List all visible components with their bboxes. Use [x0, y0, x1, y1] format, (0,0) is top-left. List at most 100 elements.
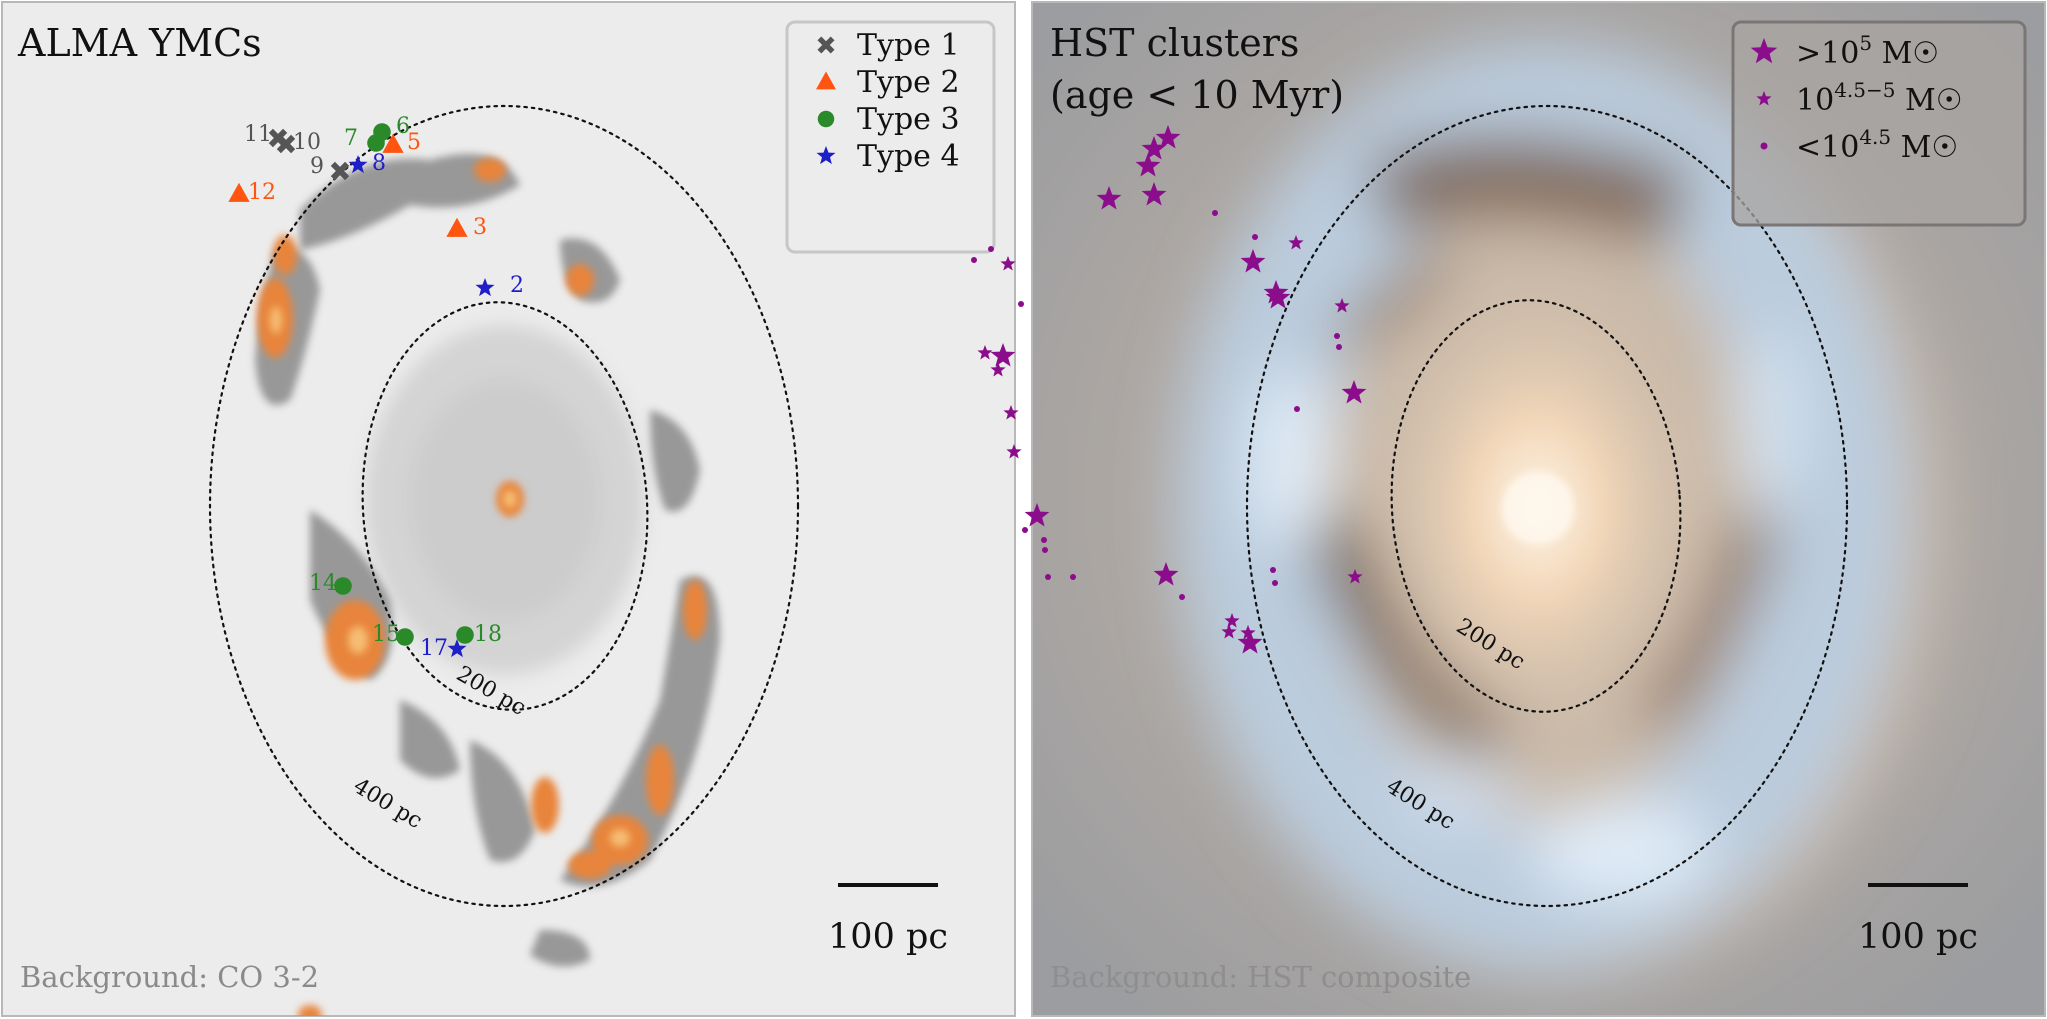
- alma-legend-label-4: Type 4: [857, 139, 960, 174]
- hst-cluster-medium-2: [1000, 256, 1016, 271]
- hst-cluster-small-13: [1179, 594, 1185, 600]
- alma-cluster-10-label: 10: [293, 130, 321, 155]
- alma-legend-marker-2: [816, 71, 836, 90]
- hst-cluster-medium-7: [1006, 444, 1022, 459]
- hst-legend-marker-3: [1760, 142, 1768, 150]
- hst-cluster-medium-11: [1240, 625, 1256, 640]
- hst-legend-box: [1731, 20, 2027, 227]
- alma-cluster-11-marker: [268, 128, 288, 148]
- alma-cluster-12-label: 12: [248, 180, 276, 205]
- hst-cluster-small-5: [1018, 301, 1024, 307]
- hst-cluster-large-3: [1135, 153, 1161, 177]
- hst-cluster-large-13: [1237, 630, 1263, 654]
- hst-legend-label-1: >105 M☉: [1796, 31, 1939, 71]
- hst-cluster-large-10: [1341, 380, 1367, 404]
- alma-cluster-5-label: 5: [407, 130, 421, 155]
- alma-cluster-9-marker: [330, 161, 350, 181]
- alma-cluster-3-marker: [446, 217, 468, 237]
- hst-legend-label-3: <104.5 M☉: [1796, 125, 1958, 165]
- alma-cluster-12-marker: [228, 182, 250, 202]
- hst-cluster-medium-10: [1221, 624, 1237, 639]
- hst-panel: 200 pc 400 pc HST clusters (age < 10 Myr…: [971, 1, 2046, 1017]
- hst-cluster-medium-6: [1003, 405, 1019, 420]
- hst-cluster-medium-1: [1288, 235, 1304, 250]
- hst-cluster-small-7: [1336, 344, 1342, 350]
- alma-legend-marker-4: [816, 146, 836, 165]
- hst-outer-ellipse-400pc: [1245, 104, 1849, 908]
- hst-cluster-large-8: [1263, 280, 1289, 304]
- alma-cluster-17-label: 17: [420, 636, 448, 661]
- alma-legend-box: [785, 20, 996, 254]
- alma-cluster-15-marker: [396, 628, 414, 646]
- alma-cluster-14-marker: [334, 577, 352, 595]
- hst-cluster-large-12: [1153, 562, 1179, 586]
- hst-cluster-large-9: [990, 343, 1016, 367]
- hst-scalebar-label: 100 pc: [1858, 917, 1978, 957]
- alma-legend-label-2: Type 2: [857, 65, 960, 100]
- alma-cluster-8-marker: [348, 155, 368, 174]
- alma-legend-label-3: Type 3: [857, 102, 960, 137]
- hst-cluster-small-4: [971, 257, 977, 263]
- hst-legend: >105 M☉ 104.5−5 M☉ <104.5 M☉: [1731, 20, 2027, 227]
- hst-cluster-medium-4: [977, 345, 993, 360]
- hst-cluster-small-9: [1022, 527, 1028, 533]
- alma-cluster-7-label: 7: [344, 126, 358, 151]
- hst-cluster-large-6: [1240, 249, 1266, 273]
- alma-cluster-6-label: 6: [396, 114, 410, 139]
- hst-cluster-small-12: [1070, 574, 1076, 580]
- hst-cluster-small-3: [988, 246, 994, 252]
- hst-legend-marker-2: [1756, 91, 1772, 106]
- hst-cluster-small-6: [1334, 333, 1340, 339]
- hst-cluster-small-11: [1045, 574, 1051, 580]
- hst-cluster-small-15: [1272, 580, 1278, 586]
- alma-cluster-14-label: 14: [309, 571, 337, 596]
- alma-cluster-5-marker: [382, 133, 404, 153]
- alma-title: ALMA YMCs: [17, 21, 262, 65]
- alma-legend-label-1: Type 1: [857, 28, 960, 63]
- hst-cluster-medium-8: [1347, 569, 1363, 584]
- hst-cluster-small-14: [1270, 567, 1276, 573]
- hst-cluster-small-10: [1042, 547, 1048, 553]
- hst-composite-image: [1177, 41, 1940, 980]
- alma-cluster-2-label: 2: [510, 273, 524, 298]
- hst-cluster-small-1: [1212, 210, 1218, 216]
- hst-cluster-small-8: [1294, 406, 1300, 412]
- alma-markers: 2 3 56 78 910 11 12 14 15 17 18: [228, 114, 524, 661]
- alma-legend-marker-1: [817, 36, 835, 54]
- alma-cluster-3-label: 3: [473, 215, 487, 240]
- alma-cluster-2-marker: [475, 278, 495, 297]
- alma-cluster-7-marker: [367, 134, 385, 152]
- hst-cluster-large-5: [1096, 186, 1122, 210]
- alma-cluster-18-label: 18: [474, 622, 502, 647]
- hst-inner-ellipse-200pc: [1390, 299, 1682, 713]
- hst-title-line-2: (age < 10 Myr): [1050, 73, 1344, 117]
- alma-cluster-17-marker: [447, 639, 467, 658]
- hst-cluster-large-4: [1141, 182, 1167, 206]
- alma-cluster-11-label: 11: [244, 122, 272, 147]
- alma-legend-marker-3: [817, 110, 835, 128]
- outer-ellipse-400pc: [208, 104, 800, 908]
- hst-cluster-small-16: [1041, 537, 1047, 543]
- hst-cluster-medium-3: [1334, 298, 1350, 313]
- alma-cluster-9-label: 9: [310, 154, 324, 179]
- hst-background-label: Background: HST composite: [1050, 960, 1471, 994]
- hst-markers: [971, 125, 1367, 654]
- hst-cluster-small-2: [1252, 234, 1258, 240]
- hst-cluster-large-2: [1155, 125, 1181, 149]
- co-emission-map: [208, 104, 800, 1016]
- inner-ellipse-200pc: [361, 301, 649, 711]
- hst-legend-label-2: 104.5−5 M☉: [1796, 78, 1963, 118]
- alma-background-label: Background: CO 3-2: [20, 960, 319, 994]
- hst-cluster-medium-9: [1224, 613, 1240, 628]
- hst-cluster-medium-5: [990, 362, 1006, 377]
- alma-scalebar-label: 100 pc: [828, 917, 948, 957]
- alma-cluster-8-label: 8: [372, 151, 386, 176]
- alma-cluster-18-marker: [456, 626, 474, 644]
- hst-cluster-large-11: [1024, 503, 1050, 527]
- hst-cluster-large-1: [1141, 136, 1167, 160]
- alma-cluster-15-label: 15: [372, 622, 400, 647]
